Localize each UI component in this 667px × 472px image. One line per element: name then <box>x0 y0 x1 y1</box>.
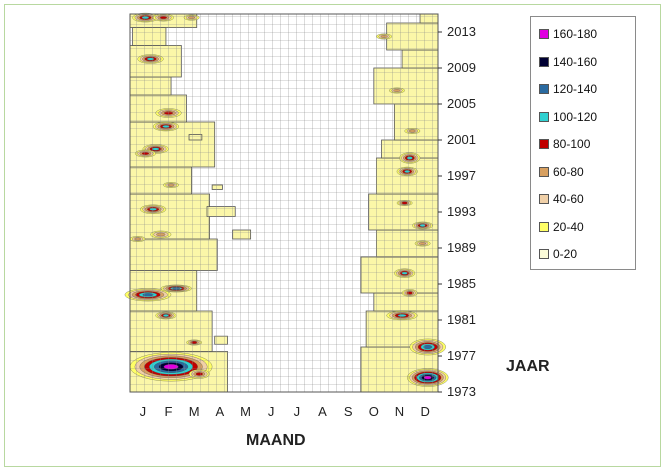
legend-swatch <box>539 221 549 232</box>
plot-area <box>124 12 449 393</box>
x-tick-label: M <box>189 404 200 419</box>
x-tick-label: J <box>294 404 301 419</box>
legend-item: 140-160 <box>539 53 597 71</box>
y-tick-label: 1981 <box>447 312 476 327</box>
y-tick-label: 2001 <box>447 132 476 147</box>
legend-label: 80-100 <box>553 137 591 151</box>
x-tick-label: N <box>395 404 404 419</box>
legend-swatch <box>539 139 549 149</box>
x-tick-label: S <box>344 404 353 419</box>
legend-item: 160-180 <box>539 25 597 43</box>
legend-swatch <box>539 166 549 177</box>
legend-label: 140-160 <box>553 54 598 69</box>
legend-item: 80-100 <box>539 135 590 153</box>
legend-item: 20-40 <box>539 218 584 236</box>
plot-border <box>129 13 439 393</box>
legend-item: 40-60 <box>539 190 584 208</box>
legend-label: 20-40 <box>553 219 584 234</box>
legend-label: 0-20 <box>553 247 578 261</box>
legend-swatch <box>539 111 549 122</box>
y-axis-ticks: 1973 1977 1981 1985 1989 1993 1997 2001 2005 2009… <box>438 24 476 399</box>
y-tick-label: 1973 <box>447 384 476 399</box>
x-tick-label: O <box>369 404 379 419</box>
legend-swatch <box>539 84 549 94</box>
x-tick-label: A <box>318 404 327 419</box>
x-tick-label: A <box>215 404 224 419</box>
x-tick-label: F <box>165 404 173 419</box>
legend: 160-180 140-160 120-140 100-120 80-100 60-80 4… <box>530 16 636 270</box>
legend-swatch <box>539 29 549 39</box>
y-tick-label: 2013 <box>447 24 476 39</box>
y-tick-label: 1989 <box>447 240 476 255</box>
y-tick-label: 1993 <box>447 204 476 219</box>
y-axis-title: JAAR <box>506 358 550 375</box>
chart-frame <box>4 4 661 467</box>
legend-label: 60-80 <box>553 164 584 179</box>
y-tick-label: 2005 <box>447 96 476 111</box>
legend-label: 120-140 <box>553 82 598 96</box>
legend-item: 100-120 <box>539 108 597 126</box>
legend-label: 40-60 <box>553 192 584 206</box>
legend-item: 60-80 <box>539 163 584 181</box>
y-tick-label: 1977 <box>447 348 476 363</box>
legend-item: 120-140 <box>539 80 597 98</box>
legend-swatch <box>539 249 549 259</box>
legend-label: 160-180 <box>553 27 598 41</box>
x-axis-title: MAAND <box>246 432 306 449</box>
grid-overlay <box>130 14 438 392</box>
legend-label: 100-120 <box>553 109 598 124</box>
legend-item: 0-20 <box>539 245 577 263</box>
x-tick-label: J <box>268 404 275 419</box>
x-tick-label: M <box>240 404 251 419</box>
x-tick-label: J <box>140 404 147 419</box>
y-tick-label: 1997 <box>447 168 476 183</box>
legend-swatch <box>539 194 549 204</box>
x-tick-label: D <box>420 404 429 419</box>
y-tick-label: 2009 <box>447 60 476 75</box>
y-tick-label: 1985 <box>447 276 476 291</box>
legend-swatch <box>539 56 549 67</box>
